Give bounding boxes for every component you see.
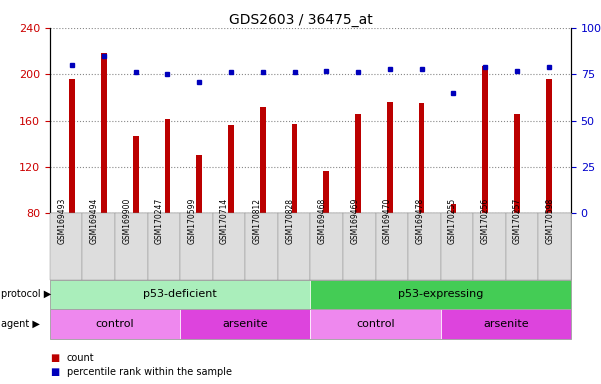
- Text: GSM169468: GSM169468: [318, 198, 327, 244]
- Text: GSM170714: GSM170714: [220, 198, 229, 244]
- Bar: [387, 102, 392, 213]
- Bar: [451, 204, 456, 213]
- Bar: [133, 136, 138, 213]
- Bar: [228, 125, 234, 213]
- Text: count: count: [67, 353, 94, 363]
- Text: control: control: [356, 319, 395, 329]
- Text: GSM170599: GSM170599: [188, 198, 197, 244]
- Text: ■: ■: [50, 367, 59, 377]
- Text: GSM169900: GSM169900: [122, 198, 131, 244]
- Text: GDS2603 / 36475_at: GDS2603 / 36475_at: [228, 13, 373, 27]
- Text: GSM170255: GSM170255: [448, 198, 457, 244]
- Text: percentile rank within the sample: percentile rank within the sample: [67, 367, 232, 377]
- Text: GSM170257: GSM170257: [513, 198, 522, 244]
- Bar: [355, 114, 361, 213]
- Text: p53-expressing: p53-expressing: [398, 289, 483, 300]
- Text: GSM169469: GSM169469: [350, 198, 359, 244]
- Text: agent ▶: agent ▶: [1, 319, 40, 329]
- Bar: [101, 53, 107, 213]
- Bar: [165, 119, 170, 213]
- Text: protocol ▶: protocol ▶: [1, 289, 52, 300]
- Bar: [69, 79, 75, 213]
- Text: GSM169493: GSM169493: [57, 198, 66, 244]
- Text: GSM169470: GSM169470: [383, 198, 392, 244]
- Text: GSM169478: GSM169478: [415, 198, 424, 244]
- Text: GSM170256: GSM170256: [481, 198, 490, 244]
- Bar: [514, 114, 520, 213]
- Text: GSM170598: GSM170598: [546, 198, 555, 244]
- Bar: [483, 66, 488, 213]
- Text: control: control: [96, 319, 135, 329]
- Text: GSM170812: GSM170812: [252, 198, 261, 244]
- Text: GSM170828: GSM170828: [285, 198, 294, 244]
- Bar: [260, 107, 266, 213]
- Text: ■: ■: [50, 353, 59, 363]
- Text: arsenite: arsenite: [483, 319, 529, 329]
- Text: GSM170247: GSM170247: [155, 198, 164, 244]
- Bar: [197, 155, 202, 213]
- Text: arsenite: arsenite: [222, 319, 268, 329]
- Bar: [419, 103, 424, 213]
- Text: p53-deficient: p53-deficient: [143, 289, 217, 300]
- Bar: [546, 79, 552, 213]
- Bar: [323, 172, 329, 213]
- Text: GSM169494: GSM169494: [90, 198, 99, 244]
- Bar: [291, 124, 297, 213]
